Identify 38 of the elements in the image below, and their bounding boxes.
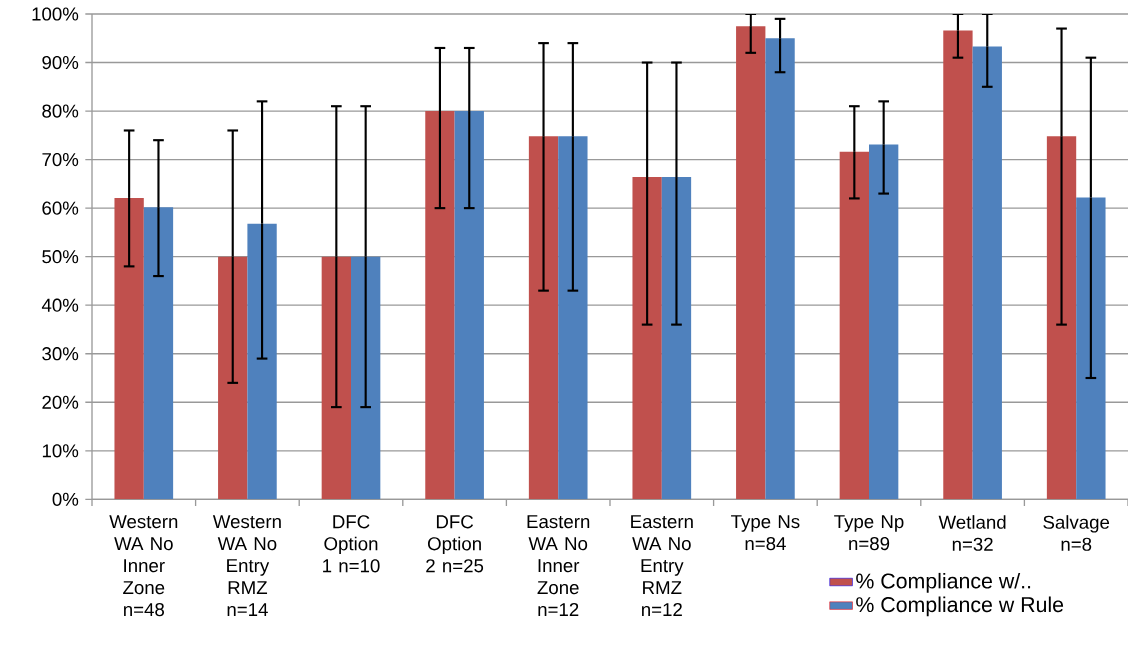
x-tick-label: Eastern WA No Inner Zone n=12: [527, 515, 590, 616]
y-tick-label: 30%: [42, 347, 79, 361]
bar: [765, 38, 795, 500]
y-tick-label: 70%: [42, 152, 79, 167]
bar: [425, 111, 455, 500]
bar: [558, 136, 588, 500]
bar: [114, 197, 144, 500]
legend-label: % Compliance w Rule: [856, 596, 1064, 617]
x-tick-label: Eastern WA No Entry RMZ n=12: [631, 515, 693, 616]
x-tick-label: Type Np n=89: [834, 515, 904, 551]
x-tick-label: Western WA No Entry RMZ n=14: [212, 515, 281, 616]
y-tick-label: 100%: [32, 7, 79, 21]
bar: [143, 207, 174, 500]
y-tick-label: 90%: [42, 55, 79, 70]
bar: [839, 151, 869, 500]
x-tick-label: Western WA No Inner Zone n=48: [109, 515, 178, 617]
y-tick-label: 40%: [41, 298, 79, 312]
x-tick-label: Salvage n=8: [1043, 515, 1110, 551]
bar: [632, 177, 662, 500]
bar: [736, 26, 766, 500]
y-tick-label: 80%: [42, 104, 79, 118]
bar: [247, 223, 277, 500]
x-tick-label: DFC Option 2 n=25: [426, 515, 484, 573]
bar: [454, 111, 484, 500]
x-tick-label: Type Ns n=84: [731, 515, 800, 551]
y-tick-label: 60%: [42, 201, 79, 215]
bar: [943, 30, 973, 500]
x-tick-label: DFC Option 1 n=10: [323, 515, 380, 573]
y-tick-label: 50%: [42, 250, 79, 264]
y-tick-label: 10%: [42, 444, 79, 458]
bar: [972, 46, 1002, 500]
bar: [661, 177, 692, 500]
y-tick-label: 20%: [42, 395, 79, 409]
y-tick-label: 0%: [52, 492, 79, 506]
bar: [869, 144, 899, 500]
x-tick-label: Wetland n=32: [938, 515, 1006, 551]
legend-label: % Compliance w/..: [856, 572, 1031, 593]
bar: [528, 136, 559, 500]
